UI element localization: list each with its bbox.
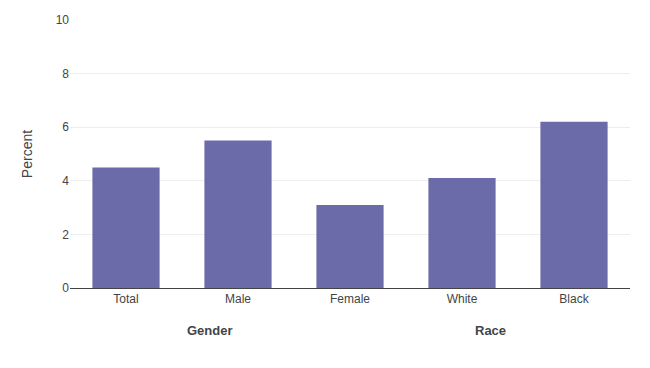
svg-text:10: 10: [56, 13, 70, 27]
svg-text:0: 0: [62, 281, 69, 295]
svg-text:4: 4: [62, 174, 69, 188]
svg-text:2: 2: [62, 228, 69, 242]
svg-text:Male: Male: [225, 292, 251, 306]
svg-text:Race: Race: [475, 323, 506, 338]
svg-text:Total: Total: [113, 292, 138, 306]
svg-text:8: 8: [62, 67, 69, 81]
svg-text:Percent: Percent: [19, 130, 35, 178]
svg-text:Gender: Gender: [187, 323, 233, 338]
svg-text:Female: Female: [330, 292, 370, 306]
svg-text:White: White: [447, 292, 478, 306]
svg-text:Black: Black: [559, 292, 589, 306]
svg-text:6: 6: [62, 120, 69, 134]
